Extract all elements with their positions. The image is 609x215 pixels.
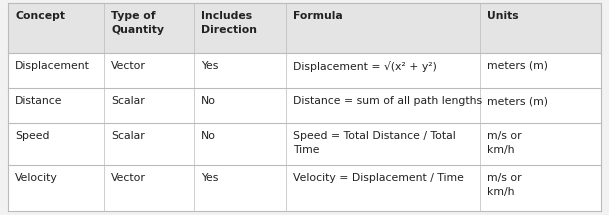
Bar [104, 88, 194, 123]
Bar [8, 88, 104, 123]
Text: Displacement: Displacement [15, 61, 90, 71]
Bar [480, 53, 601, 88]
Bar [194, 165, 286, 211]
Bar [286, 53, 480, 88]
Text: No: No [201, 96, 216, 106]
Bar [480, 88, 601, 123]
Bar [480, 123, 601, 165]
Text: Scalar: Scalar [111, 96, 145, 106]
Bar [8, 165, 104, 211]
Bar [8, 53, 104, 88]
Bar [8, 3, 104, 53]
Text: No: No [201, 131, 216, 141]
Text: Speed: Speed [15, 131, 49, 141]
Bar [194, 3, 286, 53]
Text: Speed = Total Distance / Total
Time: Speed = Total Distance / Total Time [293, 131, 456, 155]
Text: Velocity: Velocity [15, 173, 58, 183]
Bar [104, 123, 194, 165]
Text: Yes: Yes [201, 173, 219, 183]
Text: Type of
Quantity: Type of Quantity [111, 11, 164, 35]
Text: Yes: Yes [201, 61, 219, 71]
Bar [480, 3, 601, 53]
Text: Distance = sum of all path lengths: Distance = sum of all path lengths [293, 96, 482, 106]
Text: Includes
Direction: Includes Direction [201, 11, 257, 35]
Text: meters (m): meters (m) [487, 96, 548, 106]
Text: Velocity = Displacement / Time: Velocity = Displacement / Time [293, 173, 464, 183]
Text: m/s or
km/h: m/s or km/h [487, 131, 522, 155]
Bar [104, 165, 194, 211]
Bar [194, 123, 286, 165]
Text: m/s or
km/h: m/s or km/h [487, 173, 522, 197]
Bar [286, 165, 480, 211]
Text: Formula: Formula [293, 11, 343, 21]
Text: Vector: Vector [111, 61, 146, 71]
Text: Displacement = √(x² + y²): Displacement = √(x² + y²) [293, 61, 437, 72]
Text: meters (m): meters (m) [487, 61, 548, 71]
Bar [8, 123, 104, 165]
Text: Scalar: Scalar [111, 131, 145, 141]
Bar [286, 3, 480, 53]
Bar [480, 165, 601, 211]
Text: Units: Units [487, 11, 519, 21]
Text: Vector: Vector [111, 173, 146, 183]
Bar [286, 88, 480, 123]
Bar [286, 123, 480, 165]
Bar [104, 3, 194, 53]
Bar [194, 53, 286, 88]
Text: Distance: Distance [15, 96, 63, 106]
Bar [104, 53, 194, 88]
Text: Concept: Concept [15, 11, 65, 21]
Bar [194, 88, 286, 123]
